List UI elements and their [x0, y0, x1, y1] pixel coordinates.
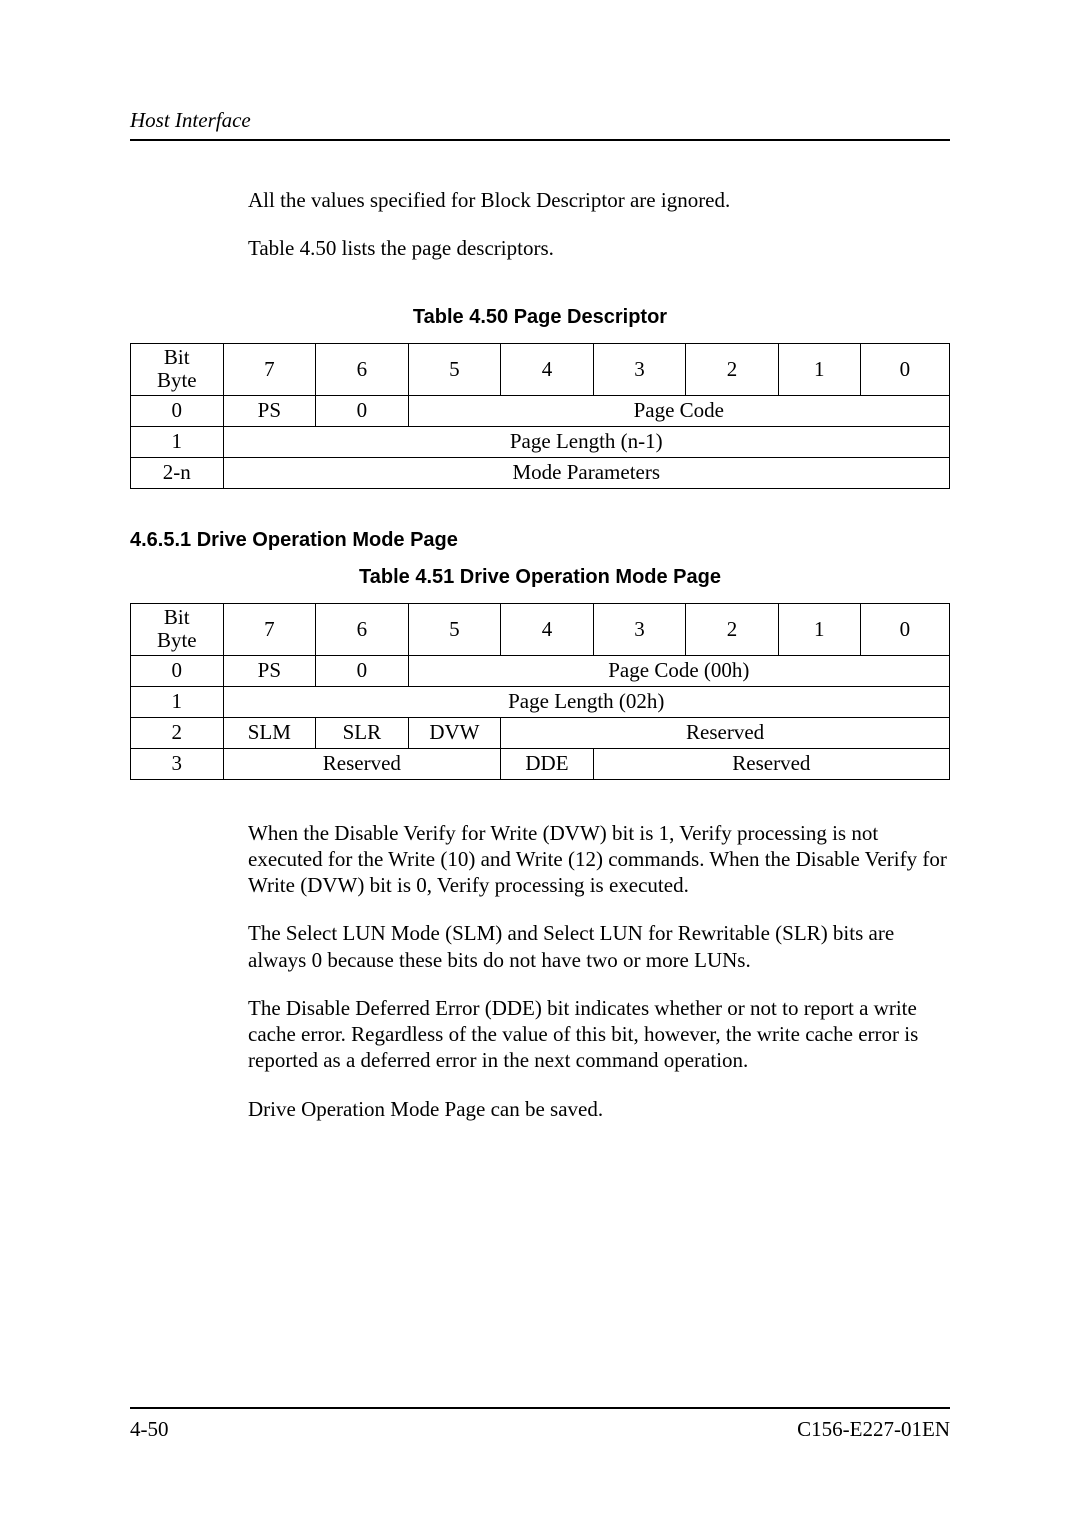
- byte-cell: 0: [131, 395, 224, 426]
- paragraph: Drive Operation Mode Page can be saved.: [248, 1096, 950, 1122]
- table-page-descriptor: Bit Byte 7 6 5 4 3 2 1 0 0 PS 0 Page Cod…: [130, 343, 950, 489]
- table-row: 0 PS 0 Page Code: [131, 395, 950, 426]
- cell: Page Length (02h): [223, 686, 949, 717]
- byte-cell: 3: [131, 748, 224, 779]
- byte-cell: 2: [131, 717, 224, 748]
- cell: Mode Parameters: [223, 457, 949, 488]
- bit-col: 4: [501, 603, 594, 655]
- bit-col: 6: [316, 603, 409, 655]
- table-caption: Table 4.51 Drive Operation Mode Page: [130, 566, 950, 589]
- running-header: Host Interface: [130, 108, 950, 133]
- table-row: 1 Page Length (02h): [131, 686, 950, 717]
- bit-col: 7: [223, 603, 316, 655]
- bit-col: 7: [223, 343, 316, 395]
- byte-cell: 2-n: [131, 457, 224, 488]
- label: Byte: [135, 629, 219, 652]
- label: Bit: [135, 606, 219, 629]
- byte-cell: 0: [131, 655, 224, 686]
- label: Bit: [135, 346, 219, 369]
- table-row: 0 PS 0 Page Code (00h): [131, 655, 950, 686]
- intro-block: All the values specified for Block Descr…: [248, 187, 950, 262]
- paragraph: Table 4.50 lists the page descriptors.: [248, 235, 950, 261]
- footer-rule: [130, 1407, 950, 1409]
- bit-col: 2: [686, 603, 779, 655]
- table-drive-operation-mode: Bit Byte 7 6 5 4 3 2 1 0 0 PS 0 Page Cod…: [130, 603, 950, 780]
- bit-byte-cell: Bit Byte: [131, 603, 224, 655]
- table-header-row: Bit Byte 7 6 5 4 3 2 1 0: [131, 343, 950, 395]
- bit-col: 0: [860, 343, 949, 395]
- section-heading: 4.6.5.1 Drive Operation Mode Page: [130, 529, 950, 552]
- bit-col: 4: [501, 343, 594, 395]
- cell: Page Length (n-1): [223, 426, 949, 457]
- bit-byte-cell: Bit Byte: [131, 343, 224, 395]
- cell: 0: [316, 395, 409, 426]
- cell: Reserved: [501, 717, 950, 748]
- cell: 0: [316, 655, 409, 686]
- bit-col: 5: [408, 603, 501, 655]
- bit-col: 2: [686, 343, 779, 395]
- table-row: 3 Reserved DDE Reserved: [131, 748, 950, 779]
- page-number: 4-50: [130, 1417, 169, 1442]
- table-row: 1 Page Length (n-1): [131, 426, 950, 457]
- table-caption: Table 4.50 Page Descriptor: [130, 306, 950, 329]
- page-footer: 4-50 C156-E227-01EN: [130, 1407, 950, 1442]
- bit-col: 3: [593, 343, 686, 395]
- bit-col: 6: [316, 343, 409, 395]
- cell: Page Code (00h): [408, 655, 949, 686]
- cell: DVW: [408, 717, 501, 748]
- paragraph: The Disable Deferred Error (DDE) bit ind…: [248, 995, 950, 1074]
- bit-col: 3: [593, 603, 686, 655]
- cell: DDE: [501, 748, 594, 779]
- bit-col: 0: [860, 603, 949, 655]
- header-rule: [130, 139, 950, 141]
- table-row: 2 SLM SLR DVW Reserved: [131, 717, 950, 748]
- paragraph: The Select LUN Mode (SLM) and Select LUN…: [248, 920, 950, 973]
- bit-col: 1: [778, 343, 860, 395]
- byte-cell: 1: [131, 426, 224, 457]
- cell: SLM: [223, 717, 316, 748]
- table-row: 2-n Mode Parameters: [131, 457, 950, 488]
- byte-cell: 1: [131, 686, 224, 717]
- body-block: When the Disable Verify for Write (DVW) …: [248, 820, 950, 1122]
- cell: PS: [223, 655, 316, 686]
- cell: Page Code: [408, 395, 949, 426]
- table-header-row: Bit Byte 7 6 5 4 3 2 1 0: [131, 603, 950, 655]
- label: Byte: [135, 369, 219, 392]
- paragraph: All the values specified for Block Descr…: [248, 187, 950, 213]
- bit-col: 1: [778, 603, 860, 655]
- bit-col: 5: [408, 343, 501, 395]
- page: Host Interface All the values specified …: [0, 0, 1080, 1528]
- cell: Reserved: [223, 748, 501, 779]
- cell: SLR: [316, 717, 409, 748]
- document-id: C156-E227-01EN: [797, 1417, 950, 1442]
- paragraph: When the Disable Verify for Write (DVW) …: [248, 820, 950, 899]
- cell: PS: [223, 395, 316, 426]
- cell: Reserved: [593, 748, 949, 779]
